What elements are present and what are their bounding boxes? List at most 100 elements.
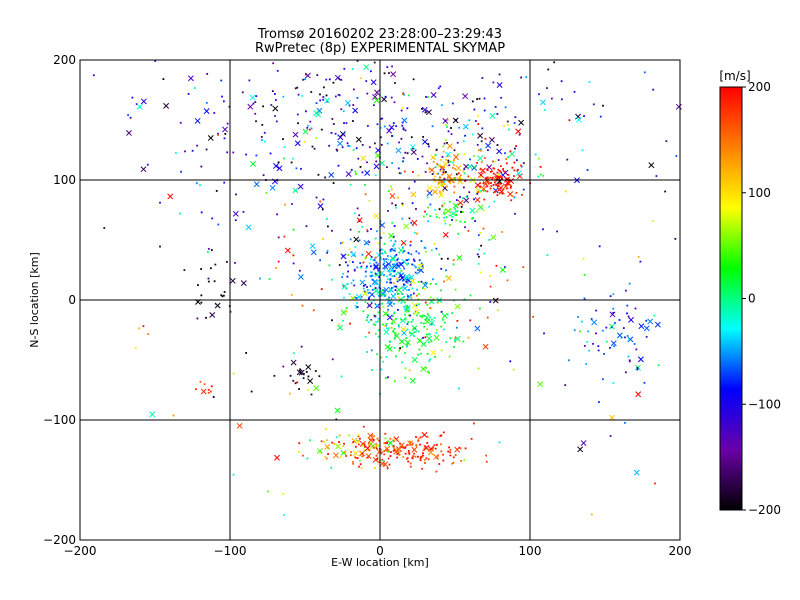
point-cross [307,378,314,385]
point-cross [442,231,449,238]
point-cross [390,71,397,78]
point-dot [222,100,225,103]
point-dot [520,165,523,168]
point-dot [654,482,656,485]
point-dot [424,210,426,213]
point-cross [410,149,417,156]
point-dot [337,93,340,96]
point-dot [294,382,297,385]
point-dot [364,193,367,196]
point-cross [340,253,347,260]
point-dot [388,263,391,266]
point-dot [438,176,441,179]
point-dot [394,450,397,453]
point-dot [389,437,392,440]
point-cross [383,286,390,293]
point-dot [392,122,395,124]
point-cross [337,324,343,331]
point-dot [159,245,161,248]
point-dot [438,253,441,256]
point-dot [378,461,380,464]
point-dot [347,144,350,147]
point-dot [290,293,293,296]
point-cross [647,318,654,325]
point-dot [626,334,629,337]
plot-frame [79,59,681,541]
point-dot [425,367,428,369]
point-dot [522,266,525,269]
point-dot [653,314,656,317]
point-cross [245,224,252,231]
point-dot [381,248,384,251]
point-dot [407,314,410,317]
point-dot [427,143,430,145]
point-dot [381,458,384,461]
point-dot [404,308,406,311]
point-dot [498,441,501,444]
point-dot [497,174,500,176]
point-dot [196,317,199,320]
point-dot [408,187,411,190]
point-cross [363,239,370,246]
point-dot [404,452,407,455]
point-cross [269,184,276,191]
point-dot [440,450,443,453]
point-dot [408,440,411,443]
point-dot [612,382,615,384]
point-dot [409,240,412,243]
point-dot [464,447,467,450]
point-dot [592,103,595,106]
point-dot [462,170,465,173]
point-dot [341,146,344,149]
point-dot [455,214,458,216]
point-dot [402,446,405,449]
point-dot [364,291,367,294]
point-dot [636,366,639,369]
point-cross [274,454,280,461]
point-dot [380,368,383,371]
point-dot [479,149,482,152]
point-dot [459,174,462,177]
point-dot [356,457,359,460]
point-dot [275,120,278,123]
point-dot [292,262,295,265]
point-dot [479,185,482,188]
point-dot [493,200,496,203]
point-dot [135,103,138,106]
point-dot [542,174,545,177]
point-dot [382,258,385,261]
point-dot [193,87,196,89]
point-dot [628,282,631,285]
point-dot [395,285,398,288]
point-dot [393,448,396,451]
point-dot [590,318,593,320]
point-dot [375,304,378,307]
point-dot [369,265,372,268]
point-dot [397,323,400,326]
point-dot [346,275,349,278]
point-dot [451,462,454,465]
point-dot [328,144,331,147]
point-dot [367,292,370,294]
point-dot [277,161,280,164]
point-dot [199,380,202,383]
point-dot [314,370,317,372]
point-dot [498,73,501,76]
point-dot [384,377,387,379]
point-cross [429,320,436,326]
point-cross [380,291,387,298]
point-dot [320,440,323,443]
point-dot [325,94,328,97]
point-dot [423,447,426,450]
point-dot [217,223,220,226]
point-dot [252,102,255,105]
point-dot [328,264,331,267]
point-dot [357,435,360,438]
point-dot [352,149,355,151]
point-dot [586,169,589,171]
point-dot [396,456,398,459]
point-dot [296,113,299,116]
point-dot [352,441,355,443]
point-dot [370,228,372,230]
point-dot [407,460,410,463]
